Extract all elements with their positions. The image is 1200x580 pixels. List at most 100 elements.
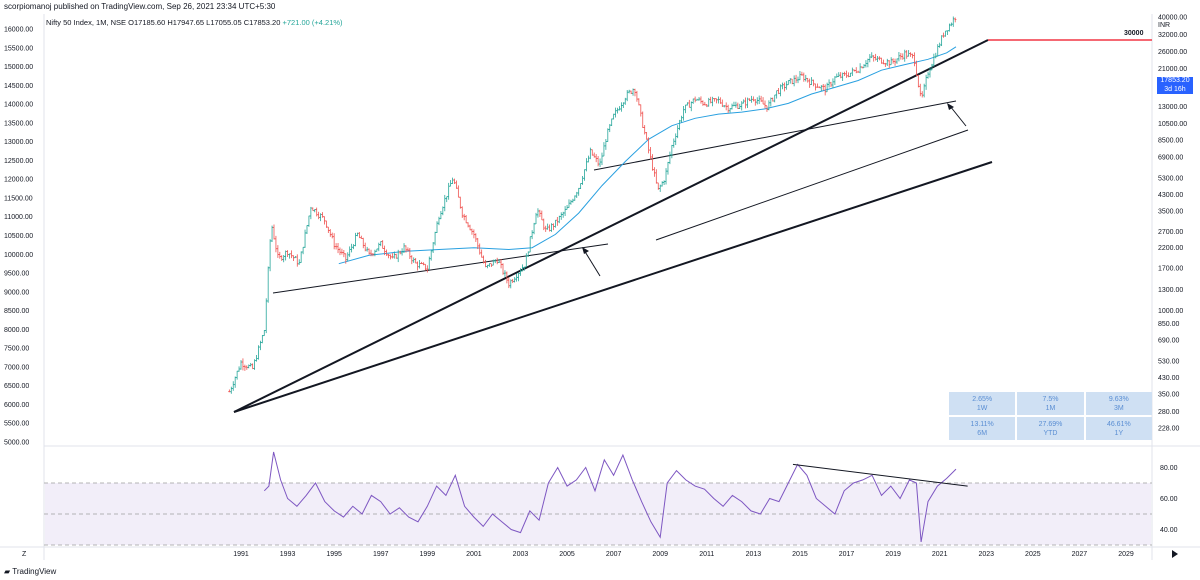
left-tick-label: 14000.00: [4, 102, 33, 109]
time-tick-label: 2023: [978, 551, 994, 558]
target-label: 30000: [1124, 30, 1144, 37]
bar-countdown: 3d 16h: [1164, 85, 1186, 93]
last-price-tag: 17853.20 3d 16h: [1157, 77, 1193, 94]
wedge-line-3: [655, 129, 969, 241]
time-tick-label: 2027: [1072, 551, 1088, 558]
legend-change: +721.00 (+4.21%): [282, 18, 343, 27]
rsi-tick-label: 80.00: [1160, 465, 1178, 472]
time-axis[interactable]: 1991 1993 1995 1997 1999 2001 2003 2005 2007 2009…: [0, 546, 1200, 558]
right-tick-label: INR: [1158, 22, 1170, 29]
time-tick-label: 2007: [606, 551, 622, 558]
stat-value: 9.63%: [1108, 395, 1129, 403]
stat-period: 3M: [1113, 404, 1124, 412]
right-tick-label: 430.00: [1158, 375, 1180, 382]
wedge-line-2: [593, 100, 957, 171]
stat-ytd: 27.69% YTD: [1017, 417, 1084, 440]
tradingview-logo-icon: ▰: [4, 567, 11, 576]
rsi-panel: 80.00 60.00 40.00: [44, 451, 1178, 546]
chart-legend: Nifty 50 Index, 1M, NSE O17185.60 H17947…: [46, 18, 343, 27]
arrow-2: [949, 105, 967, 127]
arrow-1: [583, 249, 601, 277]
left-tick-label: 16000.00: [4, 27, 33, 34]
right-tick-label: 13000.00: [1158, 104, 1187, 111]
time-tick-label: 2005: [559, 551, 575, 558]
stat-value: 46.61%: [1106, 420, 1131, 428]
time-tick-label: 2019: [885, 551, 901, 558]
left-tick-label: 7000.00: [4, 364, 29, 371]
right-tick-label: 530.00: [1158, 358, 1180, 365]
left-tick-label: 6000.00: [4, 402, 29, 409]
stat-1m: 7.5% 1M: [1017, 392, 1084, 415]
left-tick-label: 5500.00: [4, 421, 29, 428]
stat-1y: 46.61% 1Y: [1085, 417, 1152, 440]
right-tick-label: 32000.00: [1158, 32, 1187, 39]
right-tick-label: 10500.00: [1158, 121, 1187, 128]
left-tick-label: 9000.00: [4, 289, 29, 296]
stat-6m: 13.11% 6M: [949, 417, 1016, 440]
arrow-1-head: [582, 247, 589, 254]
left-tick-label: 12500.00: [4, 158, 33, 165]
left-tick-label: 11000.00: [4, 214, 33, 221]
left-price-axis: 16000.00 15500.00 15000.00 14500.00 14000.00…: [4, 14, 45, 560]
right-tick-label: 26000.00: [1158, 49, 1187, 56]
wedge-line-1: [272, 243, 609, 294]
time-tick-label: 1993: [280, 551, 296, 558]
stat-value: 27.69%: [1038, 420, 1063, 428]
time-tick-label: 2015: [792, 551, 808, 558]
time-tick-label: 1995: [326, 551, 342, 558]
stat-period: YTD: [1043, 429, 1058, 437]
rsi-tick-label: 40.00: [1160, 527, 1178, 534]
stat-value: 2.65%: [972, 395, 993, 403]
time-tick-label: 2001: [466, 551, 482, 558]
rsi-trendline: [792, 463, 968, 487]
right-tick-label: 21000.00: [1158, 66, 1187, 73]
left-tick-label: 10500.00: [4, 233, 33, 240]
right-tick-label: 2700.00: [1158, 229, 1183, 236]
left-tick-label: 14500.00: [4, 83, 33, 90]
published-header: scorpiomanoj published on TradingView.co…: [4, 2, 276, 11]
stat-1w: 2.65% 1W: [949, 392, 1016, 415]
left-tick-label: 6500.00: [4, 383, 29, 390]
stat-3m: 9.63% 3M: [1085, 392, 1152, 415]
legend-low: L17055.05: [206, 18, 242, 27]
left-tick-label: 10000.00: [4, 252, 33, 259]
right-tick-label: 1300.00: [1158, 287, 1183, 294]
right-tick-label: 6900.00: [1158, 154, 1183, 161]
left-tick-label: 11500.00: [4, 195, 33, 202]
left-tick-label: 5000.00: [4, 440, 29, 447]
right-tick-label: 40000.00: [1158, 15, 1187, 22]
right-tick-label: 1700.00: [1158, 266, 1183, 273]
time-tick-label: 2021: [932, 551, 948, 558]
price-bars: [228, 16, 957, 394]
zoom-button[interactable]: Z: [22, 551, 27, 558]
stat-value: 7.5%: [1042, 395, 1059, 403]
settings-icon: [1172, 550, 1178, 558]
last-price-value: 17853.20: [1160, 77, 1190, 84]
time-tick-label: 2017: [839, 551, 855, 558]
stat-period: 1W: [976, 404, 988, 412]
performance-widget: 2.65% 1W 7.5% 1M 9.63% 3M 13.11% 6M 27.69% YT…: [949, 392, 1152, 440]
time-tick-label: 2013: [746, 551, 762, 558]
left-tick-label: 7500.00: [4, 346, 29, 353]
arrow-2-head: [947, 103, 954, 110]
stat-period: 1Y: [1114, 429, 1124, 437]
footer-brand: TradingView: [12, 567, 57, 576]
time-tick-label: 1999: [420, 551, 436, 558]
footer: ▰ TradingView: [0, 563, 1200, 580]
legend-high: H17947.65: [167, 18, 205, 27]
legend-open: O17185.60: [128, 18, 166, 27]
time-tick-label: 2029: [1118, 551, 1134, 558]
right-tick-label: 350.00: [1158, 391, 1180, 398]
right-tick-label: 5300.00: [1158, 175, 1183, 182]
legend-close: C17853.20: [243, 18, 281, 27]
right-tick-label: 228.00: [1158, 426, 1180, 433]
rsi-line: [263, 451, 957, 542]
moving-average: [338, 46, 957, 265]
time-tick-label: 1997: [373, 551, 389, 558]
rsi-tick-label: 60.00: [1160, 496, 1178, 503]
time-tick-label: 2025: [1025, 551, 1041, 558]
stat-value: 13.11%: [970, 420, 994, 428]
left-tick-label: 15500.00: [4, 45, 33, 52]
